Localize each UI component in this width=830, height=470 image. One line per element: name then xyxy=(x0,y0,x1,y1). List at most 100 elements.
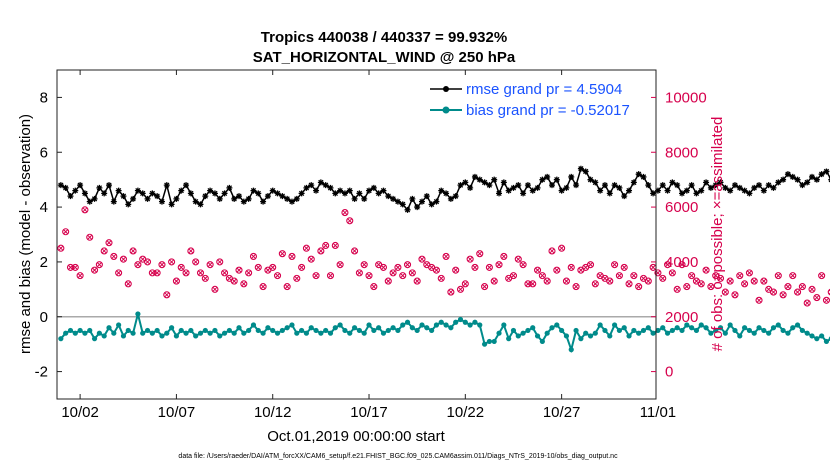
obs-possible-point xyxy=(57,244,65,252)
rmse-point xyxy=(385,193,392,200)
rmse-point xyxy=(462,179,469,186)
obs-assimilated-point xyxy=(419,256,425,262)
obs-assimilated-point xyxy=(800,284,805,289)
bias-point xyxy=(289,322,295,328)
rmse-point xyxy=(404,206,411,213)
obs-possible-point xyxy=(755,296,763,304)
obs-possible-point xyxy=(798,283,806,291)
obs-assimilated-point xyxy=(487,265,492,270)
bias-point xyxy=(761,327,767,334)
rmse-point xyxy=(322,182,329,189)
obs-possible-point xyxy=(538,272,546,280)
bias-point xyxy=(212,327,218,334)
rmse-point xyxy=(823,168,830,175)
obs-possible-point xyxy=(668,269,676,277)
bias-point xyxy=(140,330,146,336)
obs-possible-point xyxy=(221,269,229,277)
obs-assimilated-point xyxy=(708,284,714,289)
obs-possible-point xyxy=(625,280,633,288)
rmse-point xyxy=(390,195,397,202)
obs-possible-point xyxy=(86,233,94,241)
bias-point xyxy=(717,325,724,331)
obs-possible-point xyxy=(399,272,407,280)
rmse-point xyxy=(149,190,156,197)
bias-point xyxy=(819,333,825,339)
obs-assimilated-point xyxy=(785,284,791,289)
rmse-point xyxy=(659,182,666,189)
obs-assimilated-point xyxy=(347,218,353,224)
obs-assimilated-point xyxy=(328,273,333,278)
bias-point xyxy=(611,322,618,328)
rmse-point xyxy=(703,179,710,186)
obs-assimilated-point xyxy=(198,270,203,276)
obs-assimilated-point xyxy=(227,276,232,281)
bias-point xyxy=(82,330,88,336)
bias-point xyxy=(506,336,512,342)
obs-assimilated-point xyxy=(809,286,815,292)
obs-possible-point xyxy=(558,244,566,252)
rmse-point xyxy=(597,187,604,194)
obs-possible-point xyxy=(62,228,70,236)
obs-assimilated-point xyxy=(164,292,170,298)
bias-point xyxy=(823,338,830,345)
rmse-point xyxy=(784,171,791,178)
rmse-point xyxy=(640,173,647,180)
rmse-point xyxy=(409,195,416,202)
obs-possible-point xyxy=(750,277,758,285)
bias-point xyxy=(419,322,425,328)
obs-possible-point xyxy=(302,244,310,252)
rmse-point xyxy=(264,193,271,200)
obs-assimilated-point xyxy=(607,278,613,284)
obs-assimilated-point xyxy=(130,248,136,254)
obs-assimilated-point xyxy=(578,267,584,273)
x-tick-label: 11/01 xyxy=(640,404,676,421)
chart-title: Tropics 440038 / 440337 = 99.932% xyxy=(261,29,507,46)
y2-tick-label: 4000 xyxy=(665,254,698,271)
rmse-point xyxy=(476,176,483,183)
obs-possible-point xyxy=(688,272,696,280)
rmse-point xyxy=(621,193,628,200)
rmse-point xyxy=(587,176,594,183)
y-tick-label: 4 xyxy=(40,199,48,216)
obs-possible-point xyxy=(562,277,570,285)
bias-point xyxy=(708,330,714,336)
bias-point xyxy=(130,330,136,336)
obs-possible-point xyxy=(124,280,132,288)
bias-point xyxy=(135,311,141,317)
obs-assimilated-point xyxy=(169,259,174,265)
obs-assimilated-point xyxy=(174,278,179,284)
bias-point xyxy=(664,330,671,336)
obs-assimilated-point xyxy=(390,270,396,276)
obs-assimilated-point xyxy=(689,273,694,278)
obs-assimilated-point xyxy=(670,270,675,276)
bias-point xyxy=(587,333,594,339)
obs-possible-point xyxy=(447,288,455,296)
obs-possible-point xyxy=(481,283,489,291)
obs-assimilated-point xyxy=(612,262,617,268)
bias-point xyxy=(226,327,232,334)
rmse-point xyxy=(727,187,734,194)
obs-assimilated-point xyxy=(482,284,487,289)
rmse-point xyxy=(197,201,204,208)
plot-background xyxy=(57,70,656,399)
rmse-point xyxy=(120,193,127,200)
bias-point xyxy=(559,327,565,334)
obs-possible-point xyxy=(379,263,388,271)
rmse-point xyxy=(616,184,623,191)
bias-point xyxy=(578,336,584,342)
rmse-point xyxy=(751,184,758,191)
legend-rmse-marker xyxy=(443,86,449,92)
obs-assimilated-point xyxy=(385,278,391,284)
rmse-point xyxy=(582,168,589,175)
obs-possible-point xyxy=(168,258,176,266)
rmse-point xyxy=(650,190,657,197)
obs-assimilated-point xyxy=(771,289,776,295)
bias-point xyxy=(486,338,492,345)
obs-assimilated-point xyxy=(294,276,300,281)
bias-point xyxy=(693,327,700,334)
obs-assimilated-point xyxy=(491,278,497,284)
bias-point xyxy=(602,327,608,334)
obs-assimilated-point xyxy=(780,292,786,298)
obs-assimilated-point xyxy=(308,256,314,262)
rmse-point xyxy=(351,195,358,202)
